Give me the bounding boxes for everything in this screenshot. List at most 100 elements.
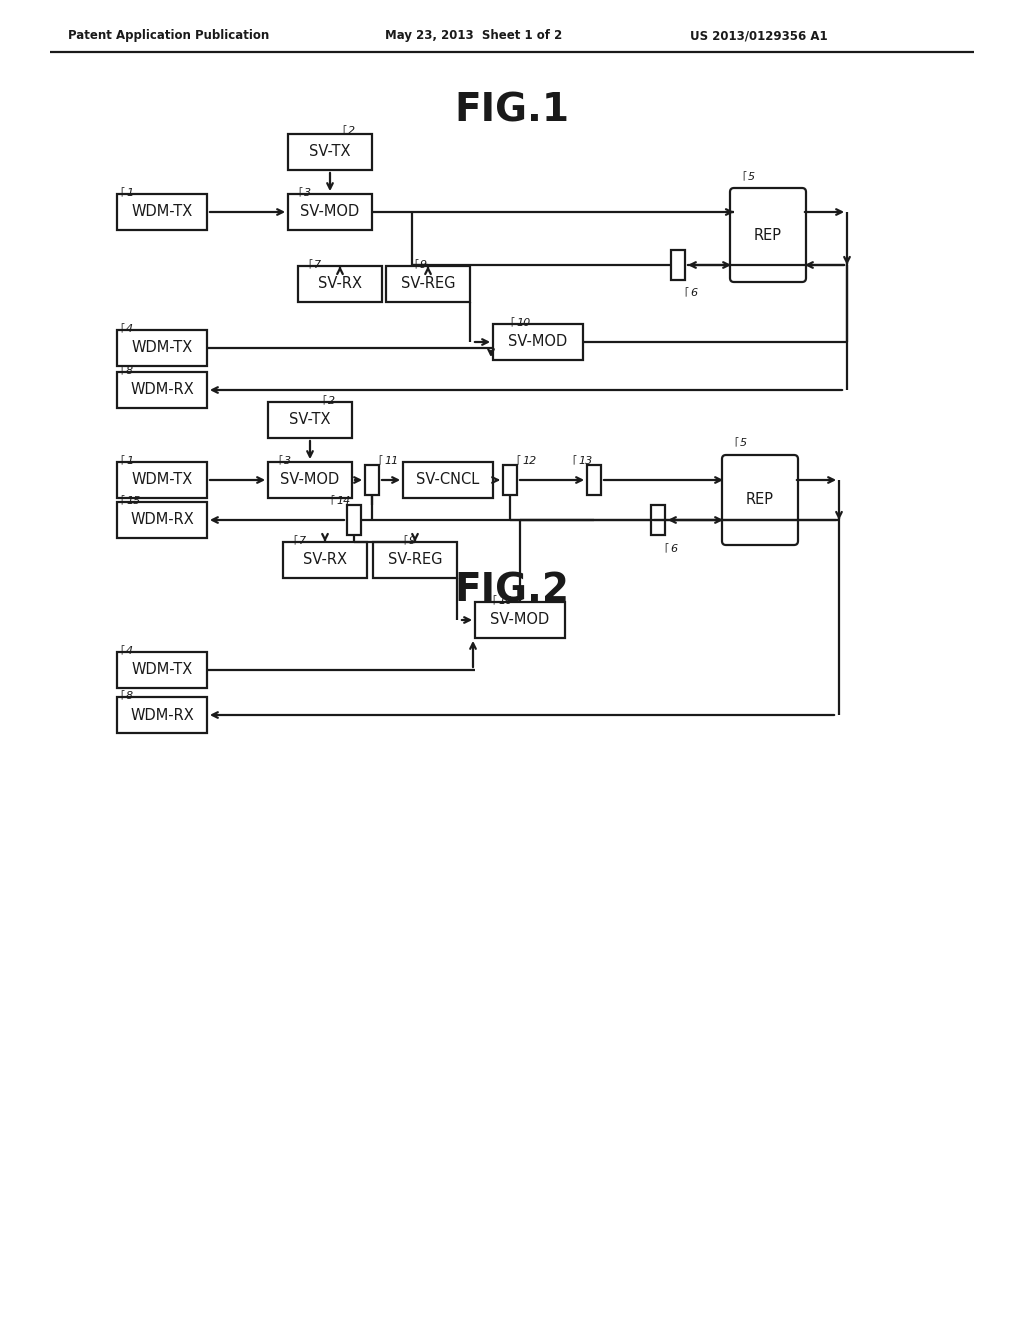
FancyBboxPatch shape (386, 267, 470, 302)
Text: 9: 9 (409, 536, 416, 546)
FancyBboxPatch shape (373, 543, 457, 578)
Text: ⎡: ⎡ (298, 187, 302, 197)
Text: SV-MOD: SV-MOD (490, 612, 550, 627)
FancyBboxPatch shape (347, 506, 361, 535)
Text: SV-MOD: SV-MOD (281, 473, 340, 487)
Text: ⎡: ⎡ (330, 495, 334, 506)
Text: ⎡: ⎡ (308, 260, 312, 269)
Text: 6: 6 (670, 544, 677, 554)
Text: ⎡: ⎡ (120, 495, 124, 506)
Text: 2: 2 (348, 125, 355, 136)
Text: SV-RX: SV-RX (303, 553, 347, 568)
Text: ⎡: ⎡ (742, 172, 746, 181)
Text: ⎡: ⎡ (378, 455, 382, 465)
FancyBboxPatch shape (117, 502, 207, 539)
FancyBboxPatch shape (671, 249, 685, 280)
Text: ⎡: ⎡ (572, 455, 577, 465)
Text: WDM-TX: WDM-TX (131, 663, 193, 677)
Text: 8: 8 (126, 366, 133, 376)
Text: Patent Application Publication: Patent Application Publication (68, 29, 269, 42)
Text: ⎡: ⎡ (120, 690, 124, 700)
FancyBboxPatch shape (475, 602, 565, 638)
FancyBboxPatch shape (117, 462, 207, 498)
Text: 7: 7 (314, 260, 322, 271)
Text: ⎡: ⎡ (120, 323, 124, 333)
FancyBboxPatch shape (651, 506, 665, 535)
FancyBboxPatch shape (587, 465, 601, 495)
Text: SV-RX: SV-RX (318, 276, 362, 292)
FancyBboxPatch shape (268, 403, 352, 438)
Text: ⎡: ⎡ (403, 536, 408, 545)
FancyBboxPatch shape (117, 194, 207, 230)
Text: 10: 10 (498, 597, 512, 606)
Text: SV-TX: SV-TX (289, 412, 331, 428)
Text: ⎡: ⎡ (120, 366, 124, 375)
Text: 11: 11 (384, 455, 398, 466)
Text: FIG.1: FIG.1 (455, 91, 569, 129)
Text: WDM-TX: WDM-TX (131, 205, 193, 219)
Text: 2: 2 (328, 396, 335, 407)
Text: ⎡: ⎡ (414, 260, 418, 269)
Text: 4: 4 (126, 323, 133, 334)
Text: 5: 5 (740, 438, 748, 447)
FancyBboxPatch shape (288, 135, 372, 170)
Text: REP: REP (754, 227, 782, 243)
Text: 1: 1 (126, 187, 133, 198)
FancyBboxPatch shape (117, 697, 207, 733)
Text: ⎡: ⎡ (278, 455, 283, 465)
Text: WDM-TX: WDM-TX (131, 473, 193, 487)
Text: ⎡: ⎡ (120, 187, 124, 197)
Text: ⎡: ⎡ (734, 437, 738, 447)
Text: 6: 6 (690, 288, 697, 298)
Text: WDM-RX: WDM-RX (130, 383, 194, 397)
Text: ⎡: ⎡ (120, 455, 124, 465)
Text: 8: 8 (126, 690, 133, 701)
Text: 9: 9 (420, 260, 427, 271)
Text: ⎡: ⎡ (684, 288, 688, 297)
FancyBboxPatch shape (730, 187, 806, 282)
FancyBboxPatch shape (722, 455, 798, 545)
FancyBboxPatch shape (117, 330, 207, 366)
Text: SV-CNCL: SV-CNCL (417, 473, 479, 487)
Text: ⎡: ⎡ (510, 318, 514, 327)
FancyBboxPatch shape (117, 372, 207, 408)
FancyBboxPatch shape (268, 462, 352, 498)
Text: SV-TX: SV-TX (309, 144, 351, 160)
Text: May 23, 2013  Sheet 1 of 2: May 23, 2013 Sheet 1 of 2 (385, 29, 562, 42)
Text: WDM-RX: WDM-RX (130, 512, 194, 528)
Text: ⎡: ⎡ (322, 396, 327, 405)
Text: 10: 10 (516, 318, 530, 327)
Text: US 2013/0129356 A1: US 2013/0129356 A1 (690, 29, 827, 42)
FancyBboxPatch shape (288, 194, 372, 230)
Text: SV-MOD: SV-MOD (300, 205, 359, 219)
Text: ⎡: ⎡ (342, 125, 346, 135)
FancyBboxPatch shape (403, 462, 493, 498)
Text: ⎡: ⎡ (293, 536, 297, 545)
FancyBboxPatch shape (283, 543, 367, 578)
Text: 13: 13 (578, 455, 592, 466)
Text: SV-REG: SV-REG (400, 276, 456, 292)
Text: ⎡: ⎡ (492, 595, 497, 605)
Text: REP: REP (746, 492, 774, 507)
Text: 3: 3 (284, 455, 291, 466)
Text: FIG.2: FIG.2 (455, 572, 569, 609)
FancyBboxPatch shape (298, 267, 382, 302)
Text: 7: 7 (299, 536, 306, 546)
FancyBboxPatch shape (117, 652, 207, 688)
FancyBboxPatch shape (493, 323, 583, 360)
Text: 4: 4 (126, 645, 133, 656)
Text: SV-MOD: SV-MOD (508, 334, 567, 350)
Text: 15: 15 (126, 496, 140, 506)
Text: 1: 1 (126, 455, 133, 466)
FancyBboxPatch shape (365, 465, 379, 495)
Text: SV-REG: SV-REG (388, 553, 442, 568)
Text: WDM-RX: WDM-RX (130, 708, 194, 722)
Text: WDM-TX: WDM-TX (131, 341, 193, 355)
Text: ⎡: ⎡ (516, 455, 520, 465)
Text: 14: 14 (336, 496, 350, 506)
Text: 12: 12 (522, 455, 537, 466)
Text: ⎡: ⎡ (664, 544, 669, 553)
Text: 3: 3 (304, 187, 311, 198)
FancyBboxPatch shape (503, 465, 517, 495)
Text: 5: 5 (748, 172, 755, 182)
